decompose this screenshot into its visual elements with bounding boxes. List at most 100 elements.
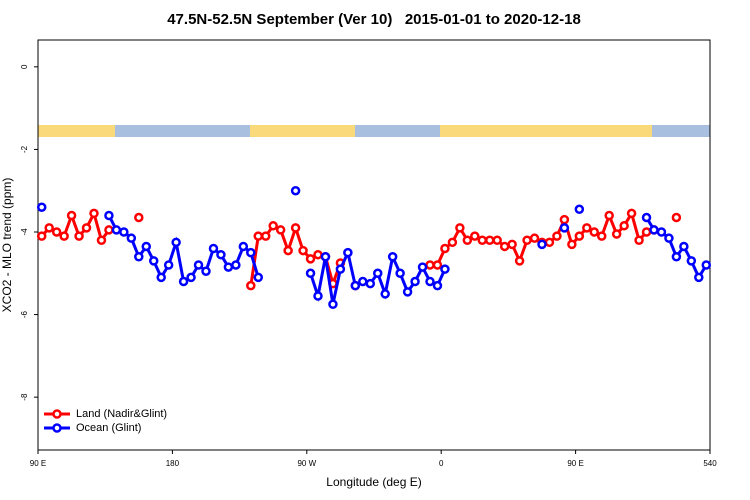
data-point [440,264,450,274]
data-point [290,223,301,233]
data-point [574,204,585,215]
y-axis-label: XCO2 - MLO trend (ppm) [0,178,14,313]
data-point [701,260,712,270]
data-point [253,272,264,283]
data-point [432,280,443,291]
data-point [432,260,443,270]
y-tick-label: 0 [20,64,29,69]
data-point [604,210,614,221]
data-point [290,185,301,196]
data-point [74,231,84,241]
data-point [380,289,390,299]
data-point [462,235,473,246]
data-point [238,241,249,252]
data-point [694,272,704,283]
x-tick-label: 0 [439,459,444,468]
legend-label: Land (Nadir&Glint) [76,408,167,420]
data-point [223,262,234,272]
data-point [387,252,398,262]
data-point [134,212,144,223]
data-point [66,210,77,221]
data-point [141,241,152,252]
x-tick-label: 90 E [30,459,46,468]
chart-title: 47.5N-52.5N September (Ver 10) 2015-01-0… [167,11,581,28]
data-point [656,227,667,237]
data-point [171,237,181,248]
data-point [664,233,674,243]
data-point [410,276,420,287]
data-point [499,241,510,252]
data-point [402,287,413,297]
data-point [671,252,682,262]
data-point [104,225,114,235]
data-point [596,231,607,241]
data-point [567,239,577,250]
data-point [246,280,256,291]
data-point [253,231,264,241]
data-point [335,264,346,274]
data-point [126,233,137,243]
data-point [104,210,114,221]
data-point [574,231,585,241]
data-point [305,268,316,279]
plot-frame [37,39,711,451]
y-tick-label: -4 [20,228,29,236]
data-point [447,237,458,248]
data-point [59,231,69,241]
x-tick-label: 90 E [567,459,583,468]
data-point [193,260,204,270]
data-point [201,266,211,276]
data-point [148,256,159,266]
data-point [641,212,652,223]
data-point [417,262,428,272]
data-point [246,247,256,258]
data-point [178,276,189,287]
data-point [260,231,271,241]
data-point [163,260,174,270]
data-point [440,243,450,254]
y-tick-label: -2 [20,145,29,153]
legend-label: Ocean (Glint) [76,422,141,434]
data-point [36,231,47,241]
data-point [559,214,570,225]
data-point [634,235,644,246]
data-point [559,223,570,233]
data-point [358,276,368,287]
data-point [529,233,540,243]
data-point [582,223,592,233]
data-point [298,245,308,256]
data-point [492,235,502,246]
data-point [36,202,47,212]
data-point [537,239,547,250]
legend-marker [52,409,62,419]
data-point [552,231,562,241]
data-point [320,252,331,262]
data-point [619,221,629,231]
y-tick-label: -8 [20,393,29,401]
data-point [626,208,637,219]
data-point [611,229,622,239]
data-point [305,254,316,264]
land-band [38,125,115,137]
data-point [231,260,241,270]
data-point [641,227,652,237]
land-band [440,125,652,137]
data-point [395,268,405,279]
data-point [455,223,465,233]
data-point [470,231,480,241]
legend-marker [52,423,62,433]
y-tick-label: -6 [20,310,29,318]
data-point [365,278,376,289]
data-point [313,249,323,260]
data-point [216,249,226,260]
land-band [250,125,355,137]
data-point [522,235,532,246]
data-point [119,227,129,237]
land-mask-band [38,125,710,137]
data-point [51,227,62,237]
x-tick-label: 90 W [297,459,316,468]
data-point [372,268,383,279]
data-point [507,239,517,250]
data-point [514,256,525,266]
data-point [425,276,435,287]
